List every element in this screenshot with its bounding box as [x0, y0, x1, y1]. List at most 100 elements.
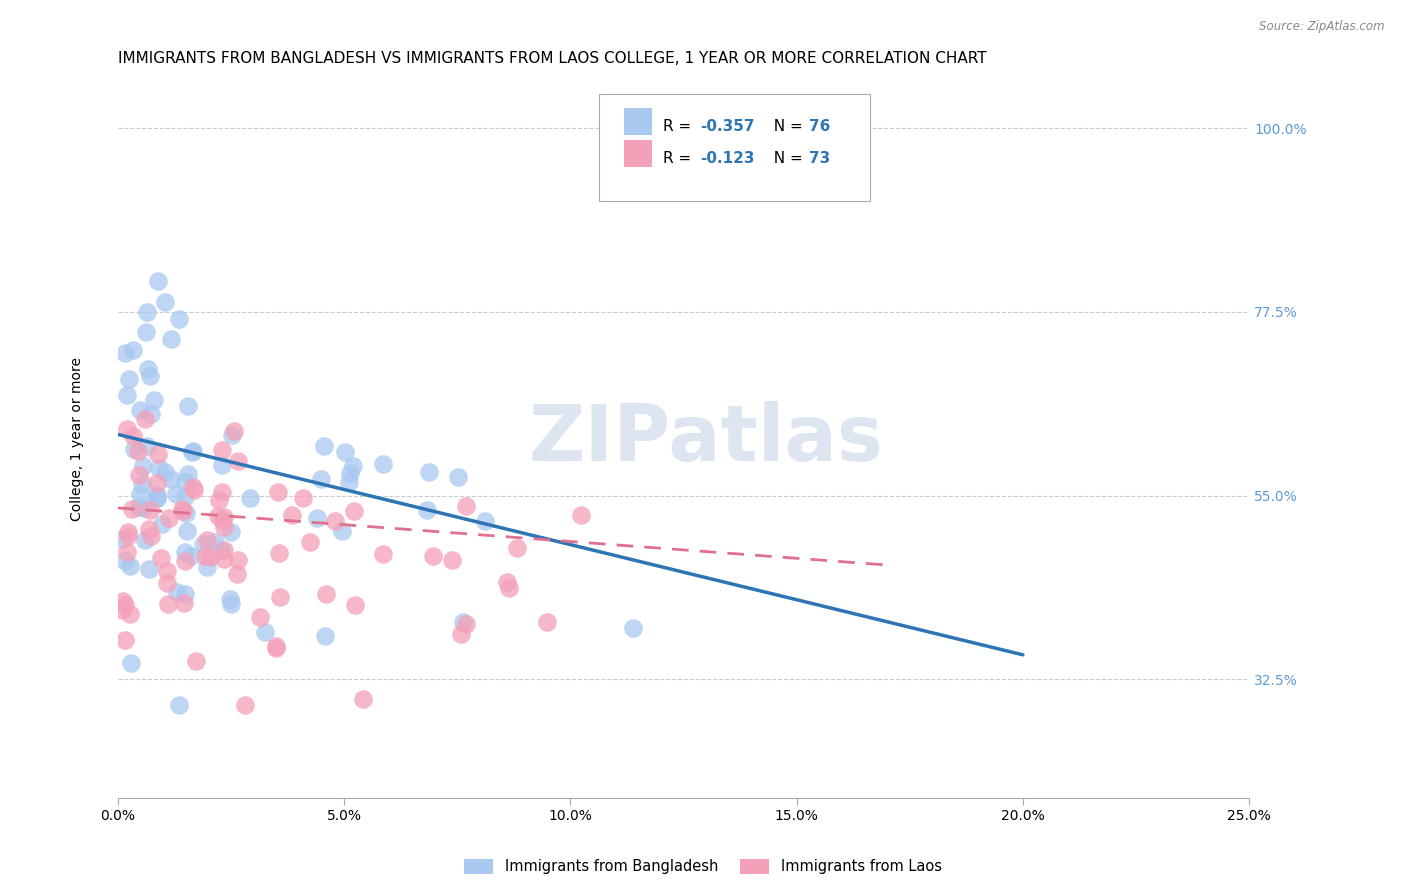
Point — [177, 467, 200, 482]
Point — [157, 597, 180, 611]
Point — [422, 549, 444, 564]
Point — [141, 528, 163, 542]
Point — [131, 476, 153, 491]
Point — [183, 483, 205, 497]
Point — [145, 491, 167, 505]
Point — [342, 458, 364, 473]
Point — [121, 429, 143, 443]
Point — [117, 528, 139, 542]
Point — [451, 615, 474, 630]
Point — [180, 445, 202, 459]
Point — [181, 444, 204, 458]
Point — [371, 547, 394, 561]
Point — [181, 479, 204, 493]
Point — [139, 369, 162, 384]
Point — [450, 627, 472, 641]
Point — [148, 460, 170, 475]
Point — [134, 533, 156, 547]
Point — [138, 522, 160, 536]
Point — [120, 656, 142, 670]
Point — [233, 698, 256, 712]
Point — [148, 447, 170, 461]
Point — [222, 424, 245, 438]
Point — [118, 607, 141, 621]
Point — [418, 465, 440, 479]
Point — [228, 454, 250, 468]
Point — [267, 485, 290, 500]
Point — [330, 524, 353, 538]
FancyBboxPatch shape — [599, 94, 870, 202]
Point — [249, 609, 271, 624]
Text: IMMIGRANTS FROM BANGLADESH VS IMMIGRANTS FROM LAOS COLLEGE, 1 YEAR OR MORE CORRE: IMMIGRANTS FROM BANGLADESH VS IMMIGRANTS… — [118, 51, 987, 66]
Point — [194, 549, 217, 563]
Point — [211, 443, 233, 458]
Text: N =: N = — [763, 151, 807, 166]
Point — [131, 459, 153, 474]
Point — [150, 517, 173, 532]
Point — [211, 514, 233, 528]
Point — [166, 585, 188, 599]
Point — [167, 698, 190, 713]
Point — [117, 388, 139, 402]
Point — [121, 343, 143, 358]
Point — [221, 428, 243, 442]
Point — [200, 549, 222, 564]
Point — [122, 442, 145, 456]
Point — [536, 615, 558, 629]
Point — [447, 470, 470, 484]
Point — [569, 508, 592, 522]
Text: ZIPatlas: ZIPatlas — [529, 401, 883, 476]
Point — [186, 654, 208, 668]
Point — [212, 520, 235, 534]
Point — [114, 598, 136, 612]
Point — [211, 485, 233, 500]
Point — [127, 444, 149, 458]
Point — [454, 500, 477, 514]
Point — [269, 590, 291, 604]
Point — [339, 467, 361, 481]
Point — [139, 502, 162, 516]
Point — [157, 511, 180, 525]
Point — [156, 576, 179, 591]
Point — [136, 439, 159, 453]
Point — [333, 445, 356, 459]
Point — [134, 412, 156, 426]
Point — [128, 467, 150, 482]
Point — [173, 596, 195, 610]
Point — [211, 458, 233, 472]
Point — [117, 544, 139, 558]
Point — [160, 473, 183, 487]
Point — [193, 537, 215, 551]
Point — [153, 465, 176, 479]
Point — [323, 514, 346, 528]
Point — [156, 564, 179, 578]
Point — [136, 362, 159, 376]
Point — [299, 534, 322, 549]
Point — [135, 326, 157, 340]
Point — [129, 487, 152, 501]
Point — [267, 546, 290, 560]
Point — [177, 399, 200, 413]
Point — [114, 632, 136, 647]
Point — [114, 554, 136, 568]
Point — [292, 491, 315, 506]
Point — [219, 524, 242, 539]
Point — [174, 554, 197, 568]
Point — [135, 305, 157, 319]
Point — [314, 629, 336, 643]
Point — [115, 422, 138, 436]
Text: R =: R = — [664, 120, 696, 135]
Point — [212, 510, 235, 524]
Y-axis label: College, 1 year or more: College, 1 year or more — [70, 357, 84, 521]
Point — [172, 504, 194, 518]
Point — [118, 372, 141, 386]
Point — [165, 487, 187, 501]
Point — [129, 402, 152, 417]
Point — [169, 312, 191, 326]
Point — [208, 492, 231, 507]
Point — [170, 502, 193, 516]
Point — [174, 475, 197, 489]
Point — [195, 533, 218, 547]
FancyBboxPatch shape — [624, 109, 652, 136]
Point — [120, 559, 142, 574]
